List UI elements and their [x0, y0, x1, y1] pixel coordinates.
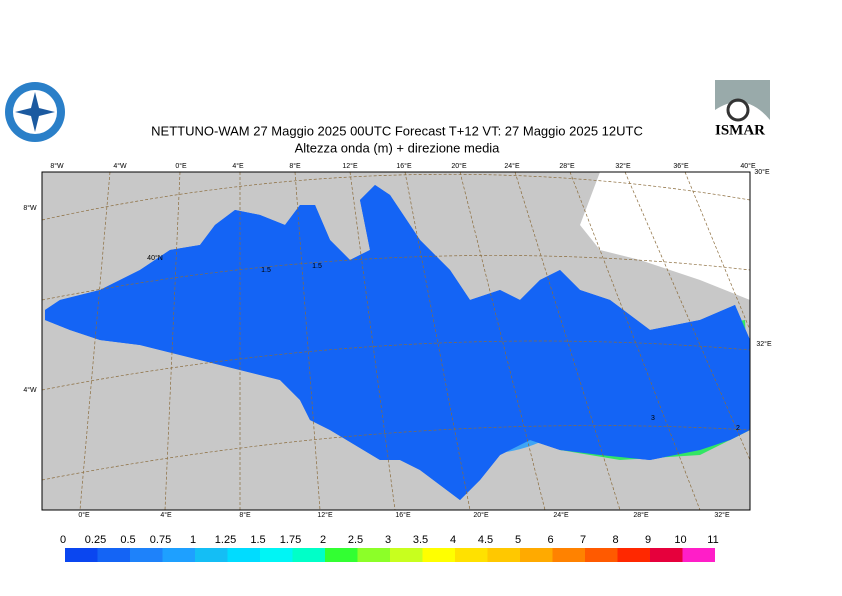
graticule-label: 8°W — [23, 204, 37, 212]
colorbar-swatch — [130, 548, 163, 562]
colorbar-swatch — [422, 548, 455, 562]
colorbar-label: 0.25 — [85, 534, 106, 546]
colorbar-swatch — [617, 548, 650, 562]
colorbar-swatch — [227, 548, 260, 562]
contour-label: 3 — [651, 415, 655, 422]
colorbar-swatch — [292, 548, 325, 562]
colorbar-swatch — [390, 548, 423, 562]
colorbar-label: 1.5 — [250, 534, 265, 546]
graticule-label: 20°E — [473, 511, 489, 519]
graticule-label: 16°E — [395, 511, 411, 519]
graticule-label: 40°N — [147, 254, 163, 262]
colorbar-label: 2.5 — [348, 534, 363, 546]
map-frame — [41, 171, 751, 511]
colorbar-swatch — [195, 548, 228, 562]
title: NETTUNO-WAM 27 Maggio 2025 00UTC Forecas… — [151, 123, 643, 138]
colorbar-label: 11 — [707, 534, 718, 546]
graticule-label: 36°E — [673, 162, 689, 170]
colorbar-label: 7 — [580, 534, 586, 546]
graticule-label: 4°W — [113, 162, 127, 170]
graticule-label: 40°E — [740, 162, 756, 170]
graticule-label: 12°E — [342, 162, 358, 170]
colorbar-label: 0 — [60, 534, 66, 546]
logo-right: ISMAR — [710, 80, 770, 140]
graticule-label: 28°E — [559, 162, 575, 170]
colorbar-swatch — [650, 548, 683, 562]
colorbar-label: 8 — [612, 534, 618, 546]
colorbar-label: 9 — [645, 534, 651, 546]
graticule — [42, 172, 750, 510]
colorbar-label: 6 — [547, 534, 553, 546]
graticule-label: 32°E — [714, 511, 730, 519]
colorbar-swatch — [520, 548, 553, 562]
graticule-label: 8°E — [239, 511, 251, 519]
colorbar-swatch — [162, 548, 195, 562]
colorbar-swatch — [357, 548, 390, 562]
contour-label: 2 — [736, 425, 740, 432]
graticule-label: 8°E — [289, 162, 301, 170]
graticule-label: 32°E — [756, 340, 772, 348]
graticule-label: 28°E — [633, 511, 649, 519]
colorbar-label: 1.75 — [280, 534, 301, 546]
graticule-label: 24°E — [553, 511, 569, 519]
graticule-label: 12°E — [317, 511, 333, 519]
graticule-label: 16°E — [396, 162, 412, 170]
contour-label: 1.5 — [261, 267, 271, 274]
graticule-label: 24°E — [504, 162, 520, 170]
graticule-label: 20°E — [451, 162, 467, 170]
graticule-label: 4°W — [23, 386, 37, 394]
colorbar-swatch — [487, 548, 520, 562]
graticule-label: 30°E — [754, 168, 770, 176]
colorbar-label: 0.75 — [150, 534, 171, 546]
graticule-label: 32°E — [615, 162, 631, 170]
logo-text: ISMAR — [715, 122, 765, 138]
graticule-label: 0°E — [175, 162, 187, 170]
colorbar-label: 4.5 — [478, 534, 493, 546]
colorbar-swatch — [325, 548, 358, 562]
subtitle: Altezza onda (m) + direzione media — [295, 140, 501, 155]
colorbar-label: 1 — [190, 534, 196, 546]
graticule-label: 4°E — [232, 162, 244, 170]
colorbar-swatch — [682, 548, 715, 562]
colorbar-label: 3 — [385, 534, 391, 546]
map — [42, 172, 750, 510]
graticule-label: 8°W — [50, 162, 64, 170]
contour-label: 1.5 — [312, 263, 322, 270]
graticule-label: 0°E — [78, 511, 90, 519]
colorbar-label: 0.5 — [120, 534, 135, 546]
colorbar-label: 5 — [515, 534, 521, 546]
colorbar-label: 1.25 — [215, 534, 236, 546]
colorbar-label: 3.5 — [413, 534, 428, 546]
colorbar-swatch — [260, 548, 293, 562]
colorbar-swatch — [65, 548, 98, 562]
colorbar-swatch — [97, 548, 130, 562]
colorbar-swatch — [552, 548, 585, 562]
logo-left — [5, 82, 65, 142]
graticule-label: 4°E — [160, 511, 172, 519]
colorbar-label: 2 — [320, 534, 326, 546]
colorbar-swatch — [455, 548, 488, 562]
colorbar-label: 4 — [450, 534, 456, 546]
colorbar-swatch — [585, 548, 618, 562]
colorbar-label: 10 — [674, 534, 686, 546]
